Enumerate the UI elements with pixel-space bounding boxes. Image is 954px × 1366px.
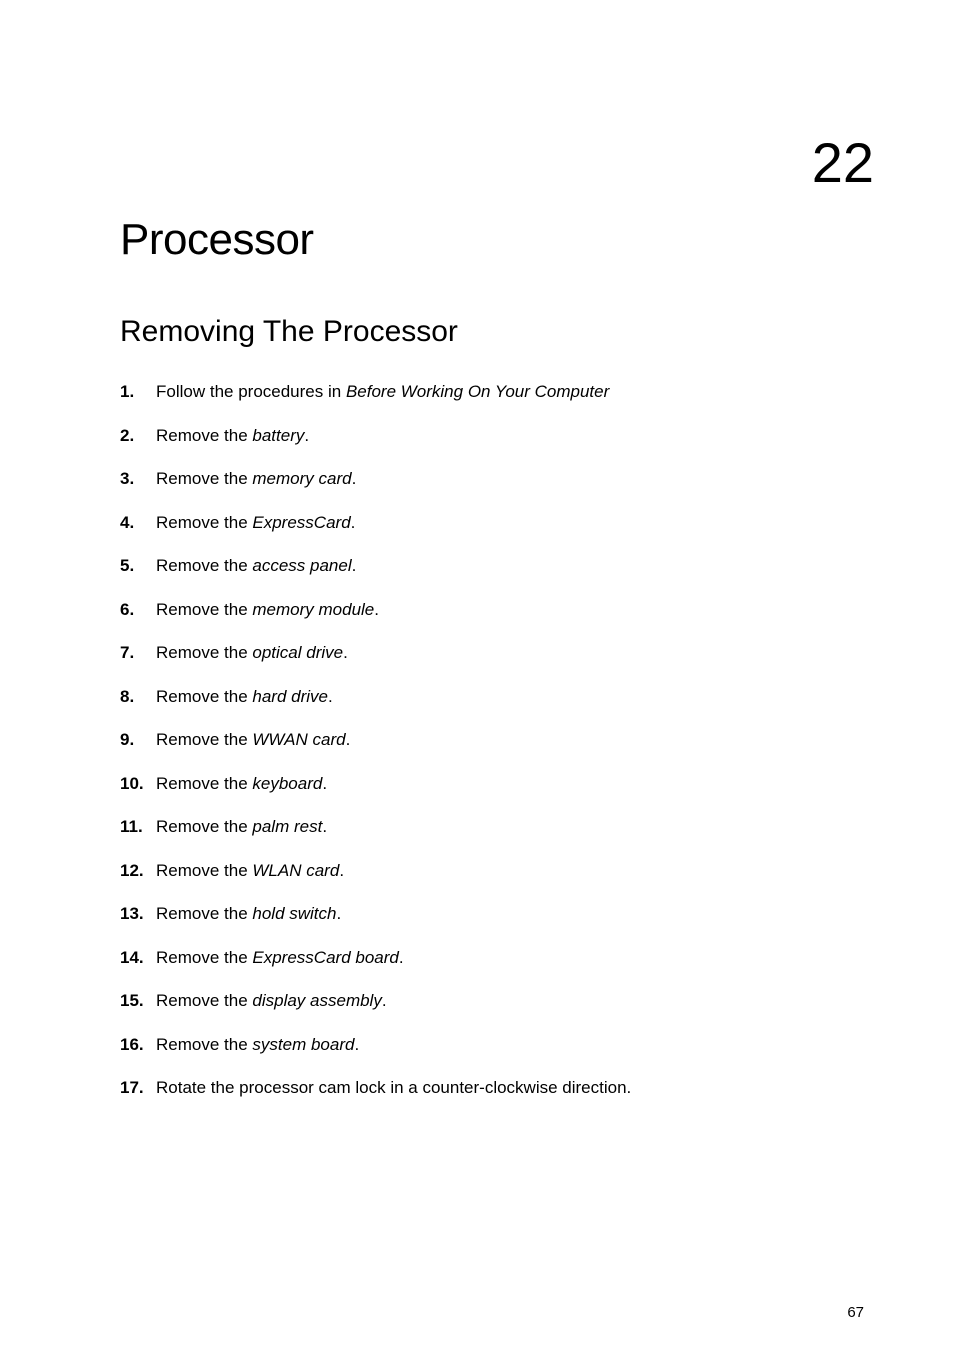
step-number: 17. — [120, 1075, 156, 1101]
chapter-number: 22 — [120, 130, 874, 195]
step-text: Remove the access panel. — [156, 553, 864, 579]
step-number: 12. — [120, 858, 156, 884]
step-item: 11.Remove the palm rest. — [120, 814, 864, 840]
step-text: Remove the memory card. — [156, 466, 864, 492]
step-item: 8.Remove the hard drive. — [120, 684, 864, 710]
step-number: 4. — [120, 510, 156, 536]
step-number: 2. — [120, 423, 156, 449]
step-text: Remove the display assembly. — [156, 988, 864, 1014]
step-italic-text: system board — [252, 1035, 354, 1054]
step-item: 12.Remove the WLAN card. — [120, 858, 864, 884]
step-item: 10.Remove the keyboard. — [120, 771, 864, 797]
step-text: Remove the system board. — [156, 1032, 864, 1058]
step-italic-text: WLAN card — [252, 861, 339, 880]
step-italic-text: memory module — [252, 600, 374, 619]
step-italic-text: keyboard — [252, 774, 322, 793]
step-number: 1. — [120, 379, 156, 405]
step-number: 10. — [120, 771, 156, 797]
step-italic-text: memory card — [252, 469, 351, 488]
step-number: 13. — [120, 901, 156, 927]
step-text: Remove the battery. — [156, 423, 864, 449]
step-item: 9.Remove the WWAN card. — [120, 727, 864, 753]
step-italic-text: hard drive — [252, 687, 328, 706]
step-number: 5. — [120, 553, 156, 579]
step-italic-text: Before Working On Your Computer — [346, 382, 609, 401]
step-number: 3. — [120, 466, 156, 492]
step-item: 7.Remove the optical drive. — [120, 640, 864, 666]
step-text: Remove the hard drive. — [156, 684, 864, 710]
step-text: Rotate the processor cam lock in a count… — [156, 1075, 864, 1101]
section-title: Removing The Processor — [120, 315, 864, 349]
step-item: 15.Remove the display assembly. — [120, 988, 864, 1014]
step-number: 6. — [120, 597, 156, 623]
step-italic-text: access panel — [252, 556, 351, 575]
step-item: 5.Remove the access panel. — [120, 553, 864, 579]
step-text: Remove the WWAN card. — [156, 727, 864, 753]
step-italic-text: palm rest — [252, 817, 322, 836]
step-item: 17.Rotate the processor cam lock in a co… — [120, 1075, 864, 1101]
steps-list: 1.Follow the procedures in Before Workin… — [120, 379, 864, 1101]
step-item: 6.Remove the memory module. — [120, 597, 864, 623]
step-italic-text: ExpressCard — [252, 513, 350, 532]
step-item: 1.Follow the procedures in Before Workin… — [120, 379, 864, 405]
step-text: Remove the hold switch. — [156, 901, 864, 927]
step-item: 14.Remove the ExpressCard board. — [120, 945, 864, 971]
step-number: 16. — [120, 1032, 156, 1058]
step-item: 13.Remove the hold switch. — [120, 901, 864, 927]
step-italic-text: display assembly — [252, 991, 381, 1010]
step-number: 14. — [120, 945, 156, 971]
step-italic-text: WWAN card — [252, 730, 345, 749]
step-text: Remove the ExpressCard board. — [156, 945, 864, 971]
step-number: 7. — [120, 640, 156, 666]
step-text: Remove the memory module. — [156, 597, 864, 623]
step-text: Follow the procedures in Before Working … — [156, 379, 864, 405]
step-text: Remove the ExpressCard. — [156, 510, 864, 536]
step-italic-text: ExpressCard board — [252, 948, 398, 967]
step-text: Remove the optical drive. — [156, 640, 864, 666]
step-item: 16.Remove the system board. — [120, 1032, 864, 1058]
step-item: 3.Remove the memory card. — [120, 466, 864, 492]
step-item: 2.Remove the battery. — [120, 423, 864, 449]
step-italic-text: battery — [252, 426, 304, 445]
step-number: 11. — [120, 814, 156, 840]
step-italic-text: hold switch — [252, 904, 336, 923]
step-text: Remove the WLAN card. — [156, 858, 864, 884]
step-number: 8. — [120, 684, 156, 710]
page-number: 67 — [847, 1304, 864, 1321]
step-text: Remove the keyboard. — [156, 771, 864, 797]
step-item: 4.Remove the ExpressCard. — [120, 510, 864, 536]
step-text: Remove the palm rest. — [156, 814, 864, 840]
step-number: 9. — [120, 727, 156, 753]
step-italic-text: optical drive — [252, 643, 343, 662]
step-number: 15. — [120, 988, 156, 1014]
chapter-title: Processor — [120, 215, 864, 265]
